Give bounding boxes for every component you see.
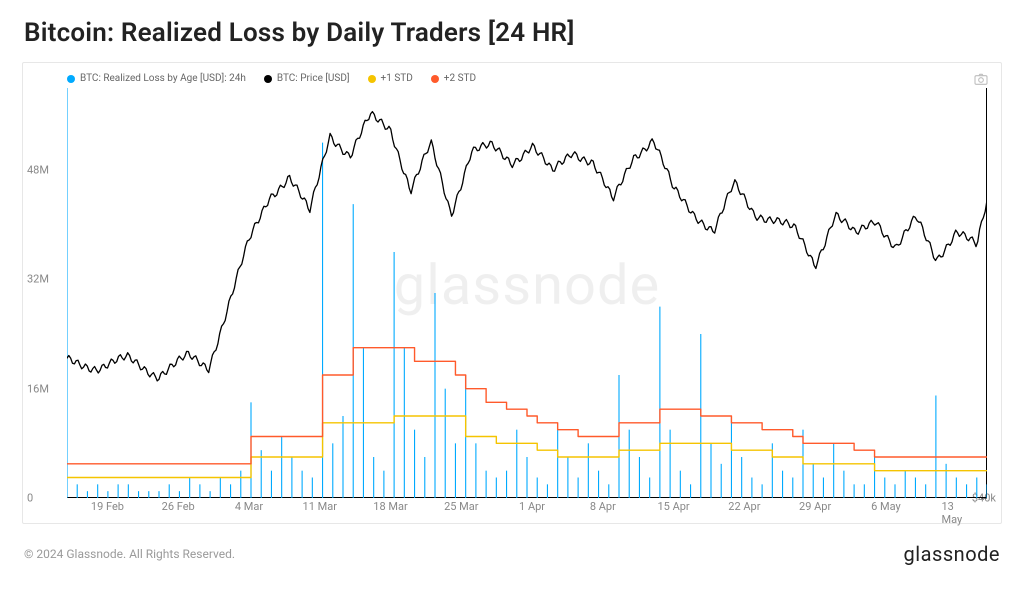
x-axis-label: 15 Apr bbox=[657, 500, 689, 513]
camera-icon[interactable] bbox=[973, 71, 989, 87]
x-axis-label: 11 Mar bbox=[303, 500, 337, 513]
page-root: Bitcoin: Realized Loss by Daily Traders … bbox=[0, 0, 1024, 590]
legend-dot-std1 bbox=[368, 75, 376, 83]
brand-logo: glassnode bbox=[904, 542, 1000, 566]
chart-svg bbox=[67, 88, 987, 498]
chart-title: Bitcoin: Realized Loss by Daily Traders … bbox=[24, 18, 1002, 48]
series-price bbox=[67, 112, 987, 381]
x-axis-label: 26 Feb bbox=[162, 500, 195, 513]
x-axis-label: 13 May bbox=[941, 500, 971, 526]
legend-dot-std2 bbox=[431, 75, 439, 83]
y-axis-label: 0 bbox=[27, 492, 33, 505]
x-axis-label: 4 Mar bbox=[235, 500, 263, 513]
legend-label: BTC: Price [USD] bbox=[277, 73, 350, 84]
legend-item-std1: +1 STD bbox=[368, 73, 413, 84]
y-axis-label: 16M bbox=[27, 382, 49, 395]
y-axis-label: 32M bbox=[27, 273, 49, 286]
x-axis-labels: 19 Feb 26 Feb 4 Mar 11 Mar 18 Mar 25 Mar 1 Apr… bbox=[67, 500, 987, 516]
legend-item-std2: +2 STD bbox=[431, 73, 476, 84]
x-axis-label: 22 Apr bbox=[728, 500, 760, 513]
x-axis-label: 19 Feb bbox=[91, 500, 124, 513]
y-axis-label: 48M bbox=[27, 164, 49, 177]
footer: © 2024 Glassnode. All Rights Reserved. g… bbox=[22, 542, 1002, 566]
chart-plot: glassnode 016M32M48M$40k19 Feb26 Feb4 Ma… bbox=[67, 88, 987, 498]
x-axis-label: 18 Mar bbox=[373, 500, 407, 513]
legend-item-loss: BTC: Realized Loss by Age [USD]: 24h bbox=[67, 73, 246, 84]
x-axis-label: 6 May bbox=[871, 500, 901, 513]
legend-label: +2 STD bbox=[444, 73, 476, 84]
legend: BTC: Realized Loss by Age [USD]: 24h BTC… bbox=[67, 73, 987, 84]
x-axis-label: 8 Apr bbox=[590, 500, 616, 513]
copyright: © 2024 Glassnode. All Rights Reserved. bbox=[24, 547, 235, 561]
x-axis-label: 1 Apr bbox=[519, 500, 545, 513]
legend-label: BTC: Realized Loss by Age [USD]: 24h bbox=[80, 73, 246, 84]
legend-dot-loss bbox=[67, 75, 75, 83]
x-axis-label: 29 Apr bbox=[799, 500, 831, 513]
legend-item-price: BTC: Price [USD] bbox=[264, 73, 350, 84]
legend-dot-price bbox=[264, 75, 272, 83]
x-axis-label: 25 Mar bbox=[444, 500, 478, 513]
chart-frame: BTC: Realized Loss by Age [USD]: 24h BTC… bbox=[22, 62, 1002, 524]
legend-label: +1 STD bbox=[381, 73, 413, 84]
